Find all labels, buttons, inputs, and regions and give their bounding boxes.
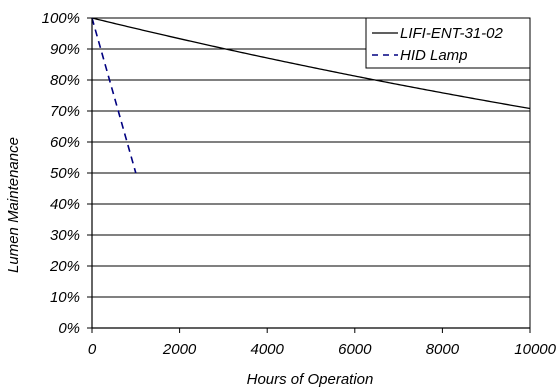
x-tick-label: 10000 xyxy=(514,341,556,358)
y-tick-label: 70% xyxy=(50,103,80,120)
x-tick-label: 2000 xyxy=(162,341,197,358)
x-tick-label: 0 xyxy=(88,341,97,358)
x-tick-label: 4000 xyxy=(251,341,285,358)
y-tick-label: 10% xyxy=(50,289,80,306)
y-tick-label: 50% xyxy=(50,165,80,182)
y-axis-title: Lumen Maintenance xyxy=(5,137,22,273)
y-tick-label: 0% xyxy=(58,320,80,337)
legend-label-hid: HID Lamp xyxy=(400,47,468,64)
x-tick-label: 6000 xyxy=(338,341,372,358)
legend-label-ent: LIFI-ENT-31-02 xyxy=(400,25,503,42)
y-tick-label: 80% xyxy=(50,72,80,89)
series-line-hid-lamp xyxy=(91,17,137,174)
series-lines xyxy=(91,17,531,174)
y-tick-label: 30% xyxy=(50,227,80,244)
y-tick-label: 40% xyxy=(50,196,80,213)
y-tick-label: 90% xyxy=(50,41,80,58)
x-tick-label: 8000 xyxy=(426,341,460,358)
series-line-lifi-ent xyxy=(91,17,531,110)
x-tick-labels: 0 2000 4000 6000 8000 10000 xyxy=(88,341,557,358)
y-tick-label: 100% xyxy=(42,10,80,27)
y-tick-label: 60% xyxy=(50,134,80,151)
axes xyxy=(87,17,531,333)
y-tick-labels: 0% 10% 20% 30% 40% 50% 60% 70% 80% 90% 100% xyxy=(42,10,80,337)
legend-box xyxy=(365,17,531,69)
legend: LIFI-ENT-31-02 HID Lamp xyxy=(365,17,531,69)
y-tick-label: 20% xyxy=(49,258,80,275)
x-axis-title: Hours of Operation xyxy=(247,371,374,388)
